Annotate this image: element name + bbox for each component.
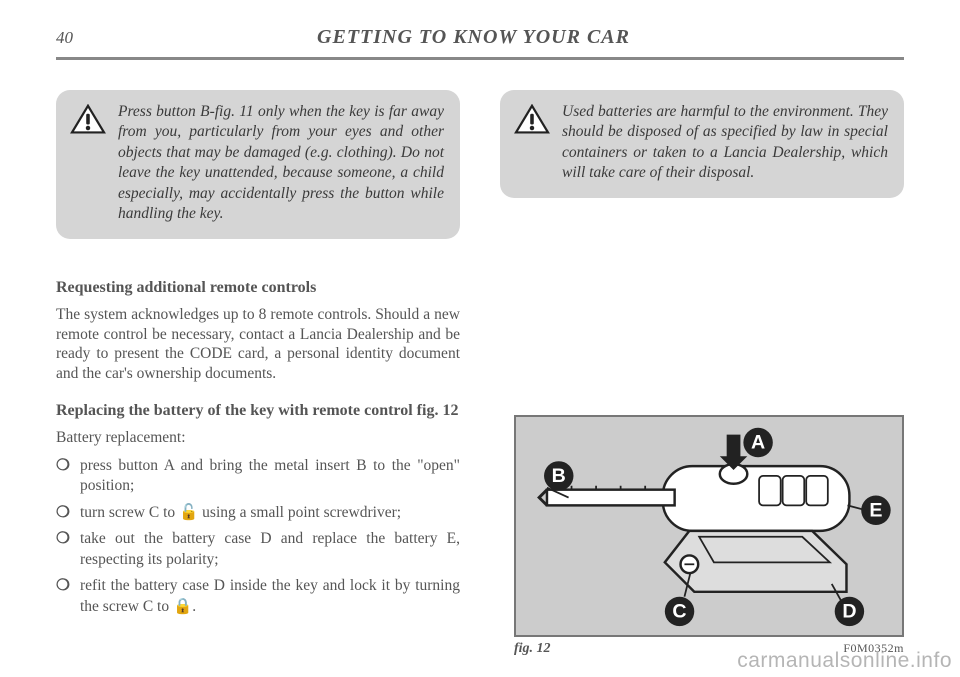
figure-caption: fig. 12	[514, 641, 551, 657]
callout-c: C	[665, 597, 694, 626]
heading-replace-battery: Replacing the battery of the key with re…	[56, 402, 460, 420]
heading-additional-remotes: Requesting additional remote controls	[56, 279, 460, 297]
svg-text:D: D	[842, 600, 856, 622]
callout-a: A	[743, 428, 772, 457]
header-rule	[56, 57, 904, 60]
warning-icon	[514, 102, 550, 184]
warning-text-battery: Used batteries are harmful to the enviro…	[562, 102, 888, 184]
page-number: 40	[56, 28, 73, 48]
callout-b: B	[544, 461, 573, 490]
list-item: ❍press button A and bring the metal inse…	[56, 456, 460, 497]
callout-e: E	[861, 496, 890, 525]
step-text: take out the battery case D and replace …	[80, 529, 460, 570]
svg-text:C: C	[672, 600, 686, 622]
figure-key-diagram: A B C D E	[514, 415, 904, 637]
step-text: press button A and bring the metal inser…	[80, 456, 460, 497]
warning-box-key: Press button B-fig. 11 only when the key…	[56, 90, 460, 239]
paragraph-additional-remotes: The system acknowledges up to 8 remote c…	[56, 305, 460, 384]
warning-text-key: Press button B-fig. 11 only when the key…	[118, 102, 444, 225]
warning-box-battery: Used batteries are harmful to the enviro…	[500, 90, 904, 198]
list-item: ❍turn screw C to 🔓 using a small point s…	[56, 503, 460, 523]
list-item: ❍refit the battery case D inside the key…	[56, 576, 460, 617]
section-title: GETTING TO KNOW YOUR CAR	[317, 26, 630, 49]
list-item: ❍take out the battery case D and replace…	[56, 529, 460, 570]
svg-text:E: E	[869, 499, 882, 521]
svg-text:B: B	[552, 465, 566, 487]
step-text: refit the battery case D inside the key …	[80, 576, 460, 617]
procedure-list: ❍press button A and bring the metal inse…	[56, 456, 460, 617]
watermark: carmanualsonline.info	[737, 649, 952, 673]
callout-d: D	[835, 597, 864, 626]
step-text: turn screw C to 🔓 using a small point sc…	[80, 503, 401, 523]
svg-text:A: A	[751, 432, 765, 454]
paragraph-battery-intro: Battery replacement:	[56, 428, 460, 448]
warning-icon	[70, 102, 106, 225]
